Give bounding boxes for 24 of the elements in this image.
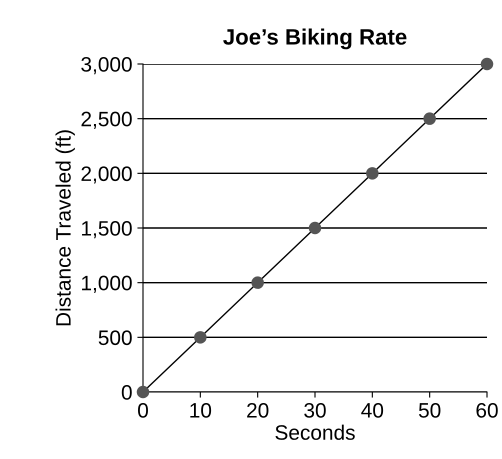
point [480, 58, 494, 70]
y-tick-label: 1,500 [82, 221, 132, 238]
point [366, 167, 379, 180]
y-tick-label: 0 [122, 385, 132, 400]
x-tick-label: 50 [418, 402, 440, 418]
point [308, 222, 322, 234]
y-tick-label: 2,500 [82, 112, 132, 129]
x-tick-label: 10 [190, 402, 212, 418]
x-axis-title: Seconds [275, 424, 355, 440]
x-tick-label: 20 [247, 402, 268, 418]
chart-title: Joe’s Biking Rate [223, 28, 406, 50]
point [423, 112, 436, 125]
y-tick-label: 2,000 [82, 166, 132, 184]
x-tick-label: 60 [476, 402, 498, 418]
x-tick-label: 30 [304, 402, 326, 418]
x-tick-label: 40 [361, 402, 384, 418]
y-tick-label: 3,000 [81, 57, 132, 74]
y-tick-label: 1,000 [82, 276, 132, 293]
point [194, 331, 207, 344]
point [136, 386, 150, 398]
point [251, 276, 264, 289]
x-tick-label: 0 [138, 402, 148, 418]
y-axis-title: Distance Traveled (ft) [55, 130, 75, 326]
y-tick-label: 500 [98, 330, 132, 346]
